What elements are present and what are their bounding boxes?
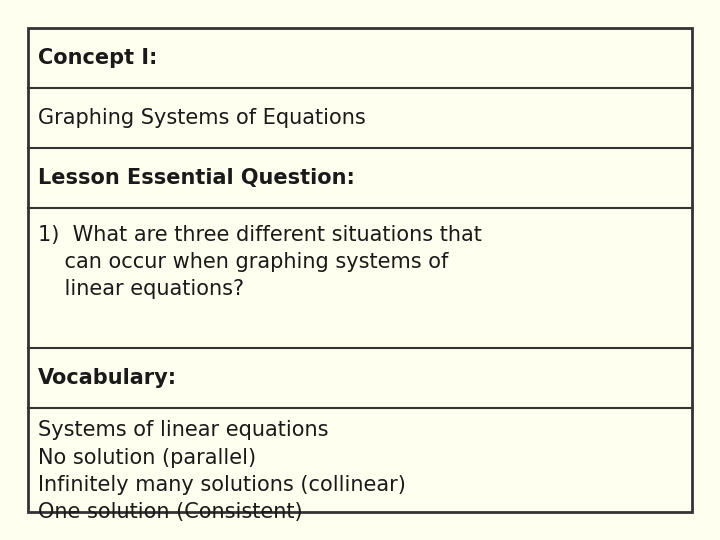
Text: Graphing Systems of Equations: Graphing Systems of Equations (38, 108, 366, 128)
Text: 1)  What are three different situations that
    can occur when graphing systems: 1) What are three different situations t… (38, 225, 482, 299)
Text: Systems of linear equations
No solution (parallel)
Infinitely many solutions (co: Systems of linear equations No solution … (38, 421, 406, 522)
Text: Vocabulary:: Vocabulary: (38, 368, 177, 388)
Text: Concept I:: Concept I: (38, 48, 158, 68)
Bar (28, 28, 692, 512)
Text: Lesson Essential Question:: Lesson Essential Question: (38, 168, 355, 188)
